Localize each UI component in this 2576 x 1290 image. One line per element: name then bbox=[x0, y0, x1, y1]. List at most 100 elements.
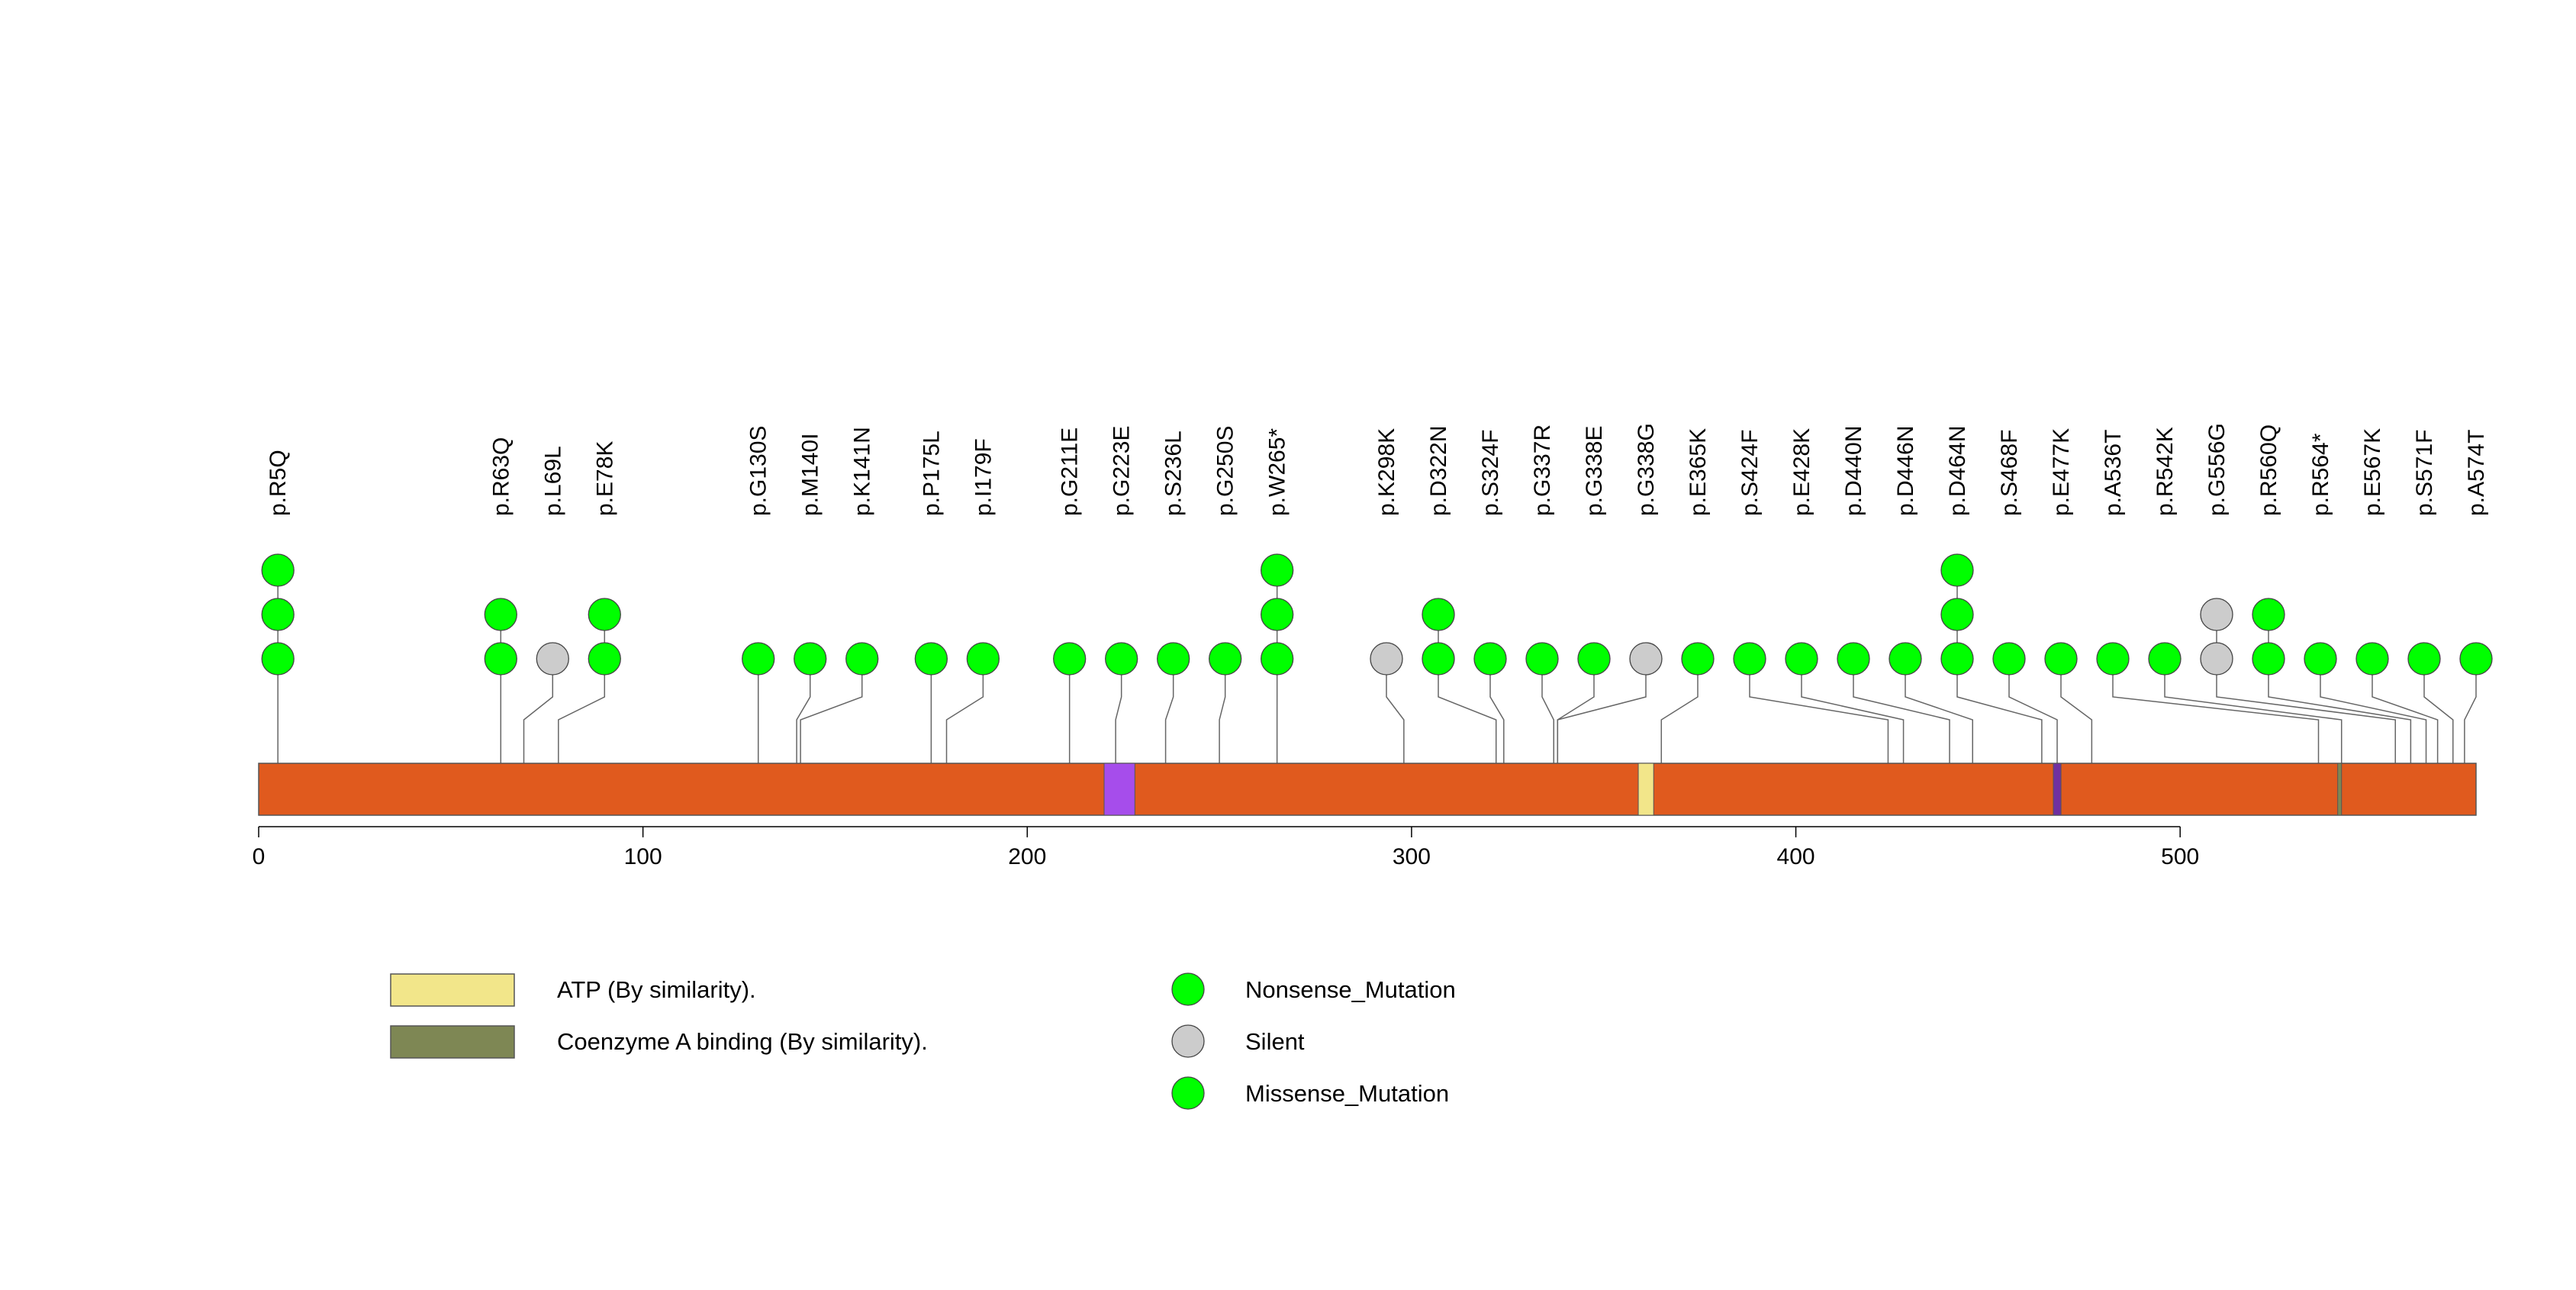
legend-domain-swatch bbox=[390, 1025, 515, 1059]
connector-line bbox=[523, 659, 554, 763]
connector-line bbox=[1801, 659, 1905, 763]
x-axis: 0 100 200 300 400 500 bbox=[253, 826, 2199, 869]
mutation-label: p.D446N bbox=[1893, 426, 1918, 516]
mutation-label: p.A574T bbox=[2464, 430, 2489, 516]
mutation-circle[interactable] bbox=[2459, 642, 2493, 676]
mutation-label: p.S571F bbox=[2412, 430, 2437, 516]
connector-line bbox=[1905, 659, 1973, 763]
connector-line bbox=[1386, 659, 1405, 763]
mutation-circle[interactable] bbox=[1940, 642, 1974, 676]
mutation-circle[interactable] bbox=[1370, 642, 1403, 676]
mutation-circle[interactable] bbox=[1889, 642, 1922, 676]
mutation-label: p.M140I bbox=[798, 434, 823, 516]
domain-region-b bbox=[2053, 763, 2062, 816]
mutation-label: p.W265* bbox=[1265, 428, 1290, 516]
mutation-circle[interactable] bbox=[1837, 642, 1870, 676]
mutation-circle[interactable] bbox=[1261, 598, 1294, 631]
mutation-label: p.D440N bbox=[1841, 426, 1866, 516]
mutation-circle[interactable] bbox=[2148, 642, 2182, 676]
mutation-label: p.R560Q bbox=[2256, 424, 2281, 516]
mutation-circle[interactable] bbox=[484, 598, 517, 631]
mutation-label: p.S236L bbox=[1161, 431, 1187, 516]
mutation-label: p.E78K bbox=[592, 441, 617, 516]
mutation-circle[interactable] bbox=[1992, 642, 2026, 676]
connector-line bbox=[1956, 570, 2043, 763]
legend-mutation-label: Nonsense_Mutation bbox=[1245, 976, 1456, 1003]
mutation-circle[interactable] bbox=[1525, 642, 1559, 676]
mutation-circle[interactable] bbox=[2096, 642, 2130, 676]
domain-coenzyme-a-binding-by-similarity bbox=[2337, 763, 2343, 816]
mutation-label: p.K141N bbox=[850, 427, 875, 516]
mutation-circle[interactable] bbox=[1629, 642, 1663, 676]
legend-domain-label: Coenzyme A binding (By similarity). bbox=[557, 1028, 928, 1055]
x-tick-label: 300 bbox=[1393, 844, 1431, 869]
mutation-circle[interactable] bbox=[2355, 642, 2389, 676]
mutation-circle[interactable] bbox=[2200, 642, 2233, 676]
mutation-label: p.R63Q bbox=[488, 437, 514, 516]
mutation-label: p.G130S bbox=[746, 426, 771, 516]
mutation-circle[interactable] bbox=[1422, 598, 1455, 631]
mutation-circle[interactable] bbox=[914, 642, 948, 676]
connector-line bbox=[945, 659, 984, 763]
mutation-circle[interactable] bbox=[588, 642, 621, 676]
mutation-circle[interactable] bbox=[261, 553, 295, 587]
connector-line bbox=[1660, 659, 1699, 763]
mutation-circle[interactable] bbox=[1261, 553, 1294, 587]
mutation-circle[interactable] bbox=[1422, 642, 1455, 676]
mutation-circle[interactable] bbox=[794, 642, 827, 676]
mutation-circle[interactable] bbox=[2200, 598, 2233, 631]
mutation-circle[interactable] bbox=[1733, 642, 1766, 676]
x-tick-label: 500 bbox=[2161, 844, 2199, 869]
mutation-label: p.G250S bbox=[1213, 426, 1238, 516]
mutation-label: p.G338E bbox=[1582, 426, 1607, 516]
mutation-circle[interactable] bbox=[1473, 642, 1507, 676]
mutation-circle[interactable] bbox=[1157, 642, 1190, 676]
mutation-circle[interactable] bbox=[2252, 598, 2285, 631]
mutation-circle[interactable] bbox=[742, 642, 775, 676]
mutation-circle[interactable] bbox=[2044, 642, 2078, 676]
mutation-circle[interactable] bbox=[261, 642, 295, 676]
legend-domain-label: ATP (By similarity). bbox=[557, 976, 756, 1003]
mutation-circle[interactable] bbox=[1785, 642, 1818, 676]
protein-backbone-group bbox=[258, 763, 2477, 816]
x-tick-label: 0 bbox=[253, 844, 266, 869]
mutation-circle[interactable] bbox=[588, 598, 621, 631]
mutation-circle[interactable] bbox=[484, 642, 517, 676]
mutation-label: p.K298K bbox=[1374, 428, 1399, 516]
mutation-circle[interactable] bbox=[966, 642, 1000, 676]
legend-mutation-marker bbox=[1171, 1076, 1205, 1110]
mutation-label: p.G556G bbox=[2204, 423, 2230, 516]
mutation-circle[interactable] bbox=[1053, 642, 1087, 676]
mutation-circle[interactable] bbox=[1105, 642, 1138, 676]
mutation-circle[interactable] bbox=[1940, 553, 1974, 587]
connector-line bbox=[2112, 659, 2320, 763]
legend-mutation-label: Silent bbox=[1245, 1028, 1305, 1055]
mutation-label: p.S324F bbox=[1478, 430, 1503, 516]
mutation-label: p.S424F bbox=[1737, 430, 1763, 516]
mutation-circle[interactable] bbox=[1940, 598, 1974, 631]
x-tick-label: 200 bbox=[1008, 844, 1046, 869]
mutation-circle[interactable] bbox=[845, 642, 879, 676]
mutation-circle[interactable] bbox=[1261, 642, 1294, 676]
connector-line bbox=[2060, 659, 2093, 763]
mutation-circle[interactable] bbox=[1209, 642, 1242, 676]
mutation-circle[interactable] bbox=[2252, 642, 2285, 676]
mutation-circle[interactable] bbox=[2304, 642, 2337, 676]
connector-line bbox=[1219, 659, 1226, 763]
mutation-circle[interactable] bbox=[2407, 642, 2441, 676]
mutation-circle[interactable] bbox=[1681, 642, 1715, 676]
mutation-circle[interactable] bbox=[261, 598, 295, 631]
mutation-label: p.S468F bbox=[1997, 430, 2022, 516]
mutation-circle[interactable] bbox=[1577, 642, 1611, 676]
connector-line bbox=[2164, 659, 2343, 763]
mutation-label: p.E477K bbox=[2049, 428, 2074, 516]
mutation-label: p.E567K bbox=[2360, 428, 2385, 516]
mutation-label: p.G337R bbox=[1530, 424, 1555, 516]
mutation-label: p.D464N bbox=[1945, 426, 1970, 516]
mutation-circle[interactable] bbox=[536, 642, 569, 676]
connector-line bbox=[1164, 659, 1174, 763]
connector-lines bbox=[277, 570, 2477, 815]
mutation-label: p.R542K bbox=[2153, 427, 2178, 516]
connector-line bbox=[800, 659, 863, 763]
